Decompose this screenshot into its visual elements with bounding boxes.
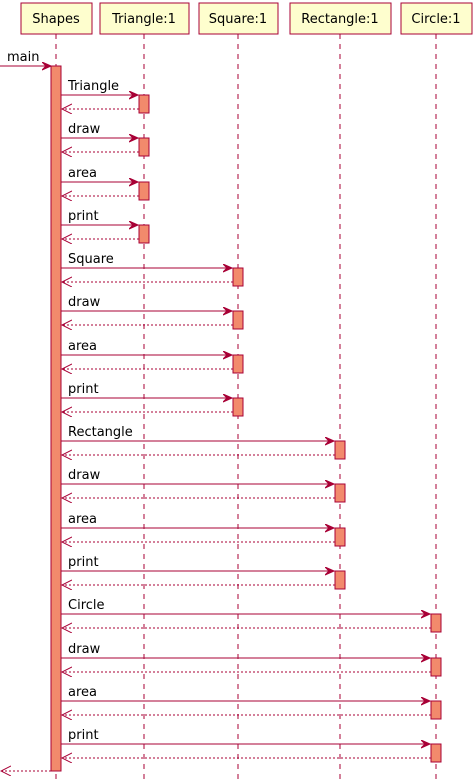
activation-rectangle-10 bbox=[334, 527, 346, 547]
message-triangle-2: area bbox=[61, 166, 139, 196]
activation-square-7 bbox=[232, 397, 244, 417]
message-label: draw bbox=[68, 642, 101, 657]
activation-rectangle-9 bbox=[334, 483, 346, 503]
participant-box-square bbox=[198, 2, 279, 35]
participant-triangle: Triangle:1 bbox=[99, 2, 190, 35]
message-entry-label: main bbox=[7, 50, 39, 65]
message-label: draw bbox=[68, 122, 101, 137]
participant-label-circle: Circle:1 bbox=[411, 12, 460, 27]
message-circle-12: Circle bbox=[61, 598, 431, 628]
activation-square-5 bbox=[232, 310, 244, 330]
activation-triangle-3 bbox=[138, 224, 150, 244]
participant-label-triangle: Triangle:1 bbox=[111, 12, 176, 27]
message-label: area bbox=[68, 339, 97, 354]
activation-triangle-1 bbox=[138, 137, 150, 157]
message-label: Circle bbox=[68, 598, 105, 613]
message-square-6: area bbox=[61, 339, 233, 369]
message-square-4: Square bbox=[61, 252, 233, 282]
message-square-7: print bbox=[61, 382, 233, 412]
message-label: area bbox=[68, 512, 97, 527]
message-label: Square bbox=[68, 252, 114, 267]
message-circle-13: draw bbox=[61, 642, 431, 672]
message-triangle-3: print bbox=[61, 209, 139, 239]
message-label: draw bbox=[68, 468, 101, 483]
message-label: print bbox=[68, 209, 99, 224]
activation-circle-13 bbox=[430, 657, 442, 677]
message-label: Triangle bbox=[67, 79, 119, 94]
participant-box-triangle bbox=[99, 2, 190, 35]
activation-rectangle-11 bbox=[334, 570, 346, 590]
message-rectangle-11: print bbox=[61, 555, 335, 585]
message-rectangle-10: area bbox=[61, 512, 335, 542]
message-circle-14: area bbox=[61, 685, 431, 715]
participant-shapes: Shapes bbox=[20, 2, 93, 35]
message-label: print bbox=[68, 728, 99, 743]
participant-label-rectangle: Rectangle:1 bbox=[301, 12, 378, 27]
activation-triangle-0 bbox=[138, 94, 150, 114]
activation-circle-14 bbox=[430, 700, 442, 720]
message-triangle-1: draw bbox=[61, 122, 139, 152]
message-label: area bbox=[68, 166, 97, 181]
message-rectangle-9: draw bbox=[61, 468, 335, 498]
message-circle-15: print bbox=[61, 728, 431, 758]
participant-box-rectangle bbox=[289, 2, 392, 35]
message-label: Rectangle bbox=[68, 425, 133, 440]
message-triangle-0: Triangle bbox=[61, 79, 139, 109]
activation-circle-12 bbox=[430, 613, 442, 633]
participant-box-shapes bbox=[20, 2, 93, 35]
activation-circle-15 bbox=[430, 743, 442, 763]
participant-rectangle: Rectangle:1 bbox=[289, 2, 392, 35]
activation-triangle-2 bbox=[138, 181, 150, 201]
participant-box-circle bbox=[400, 2, 473, 35]
message-square-5: draw bbox=[61, 295, 233, 325]
activation-square-4 bbox=[232, 267, 244, 287]
participant-square: Square:1 bbox=[198, 2, 279, 35]
activation-rectangle-8 bbox=[334, 440, 346, 460]
message-label: print bbox=[68, 555, 99, 570]
message-label: area bbox=[68, 685, 97, 700]
message-label: draw bbox=[68, 295, 101, 310]
participant-label-square: Square:1 bbox=[209, 12, 267, 27]
activation-shapes-main bbox=[50, 65, 62, 772]
message-rectangle-8: Rectangle bbox=[61, 425, 335, 455]
message-label: print bbox=[68, 382, 99, 397]
participant-circle: Circle:1 bbox=[400, 2, 473, 35]
participant-label-shapes: Shapes bbox=[32, 12, 80, 27]
activation-square-6 bbox=[232, 354, 244, 374]
